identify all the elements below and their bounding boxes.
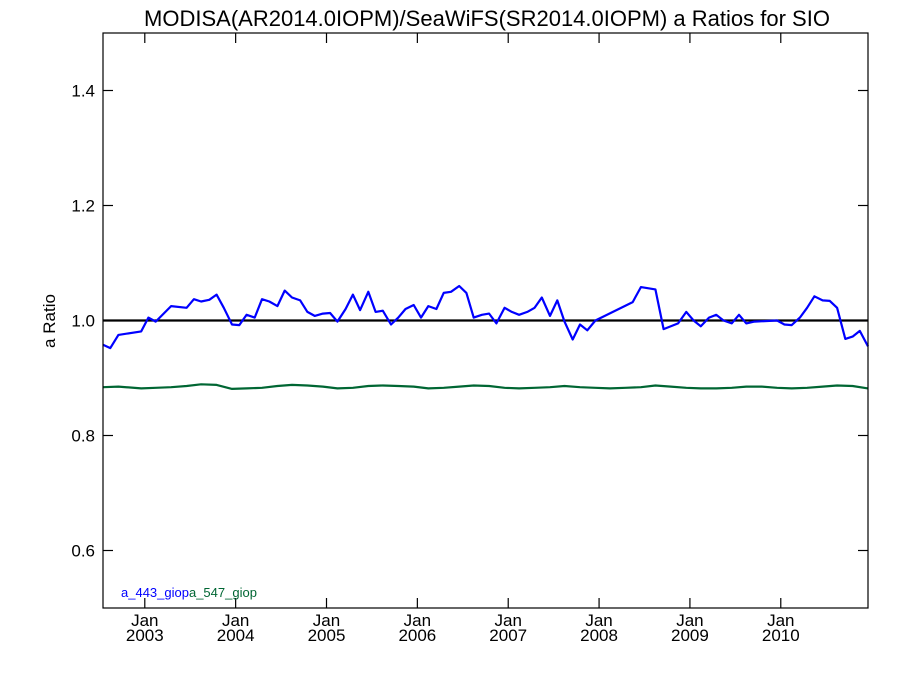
chart-title: MODISA(AR2014.0IOPM)/SeaWiFS(SR2014.0IOP… [144,6,830,31]
x-tick-label-year: 2003 [126,626,164,645]
x-tick-label-month: Jan [313,611,340,630]
legend-entry-a_443_giop: a_443_giop [121,585,189,600]
x-tick-label-year: 2005 [308,626,346,645]
x-tick-label-month: Jan [222,611,249,630]
x-tick-label-year: 2010 [762,626,800,645]
series-line-a_443_giop [102,284,869,350]
y-tick-label: 1.0 [71,312,95,331]
series-line-a_547_giop [102,383,869,390]
legend-entry-a_547_giop: a_547_giop [189,585,257,600]
x-tick-label-month: Jan [131,611,158,630]
y-tick-label: 1.4 [71,82,95,101]
x-tick-label-year: 2006 [398,626,436,645]
x-tick-label-month: Jan [495,611,522,630]
y-tick-label: 0.6 [71,542,95,561]
y-tick-label: 1.2 [71,197,95,216]
x-tick-label-year: 2008 [580,626,618,645]
x-tick-label-month: Jan [404,611,431,630]
x-tick-label-year: 2009 [671,626,709,645]
x-tick-label-month: Jan [585,611,612,630]
x-tick-label-month: Jan [676,611,703,630]
x-tick-label-month: Jan [767,611,794,630]
x-tick-label-year: 2007 [489,626,527,645]
y-tick-label: 0.8 [71,427,95,446]
x-tick-label-year: 2004 [217,626,255,645]
y-axis-label: a Ratio [40,294,59,348]
